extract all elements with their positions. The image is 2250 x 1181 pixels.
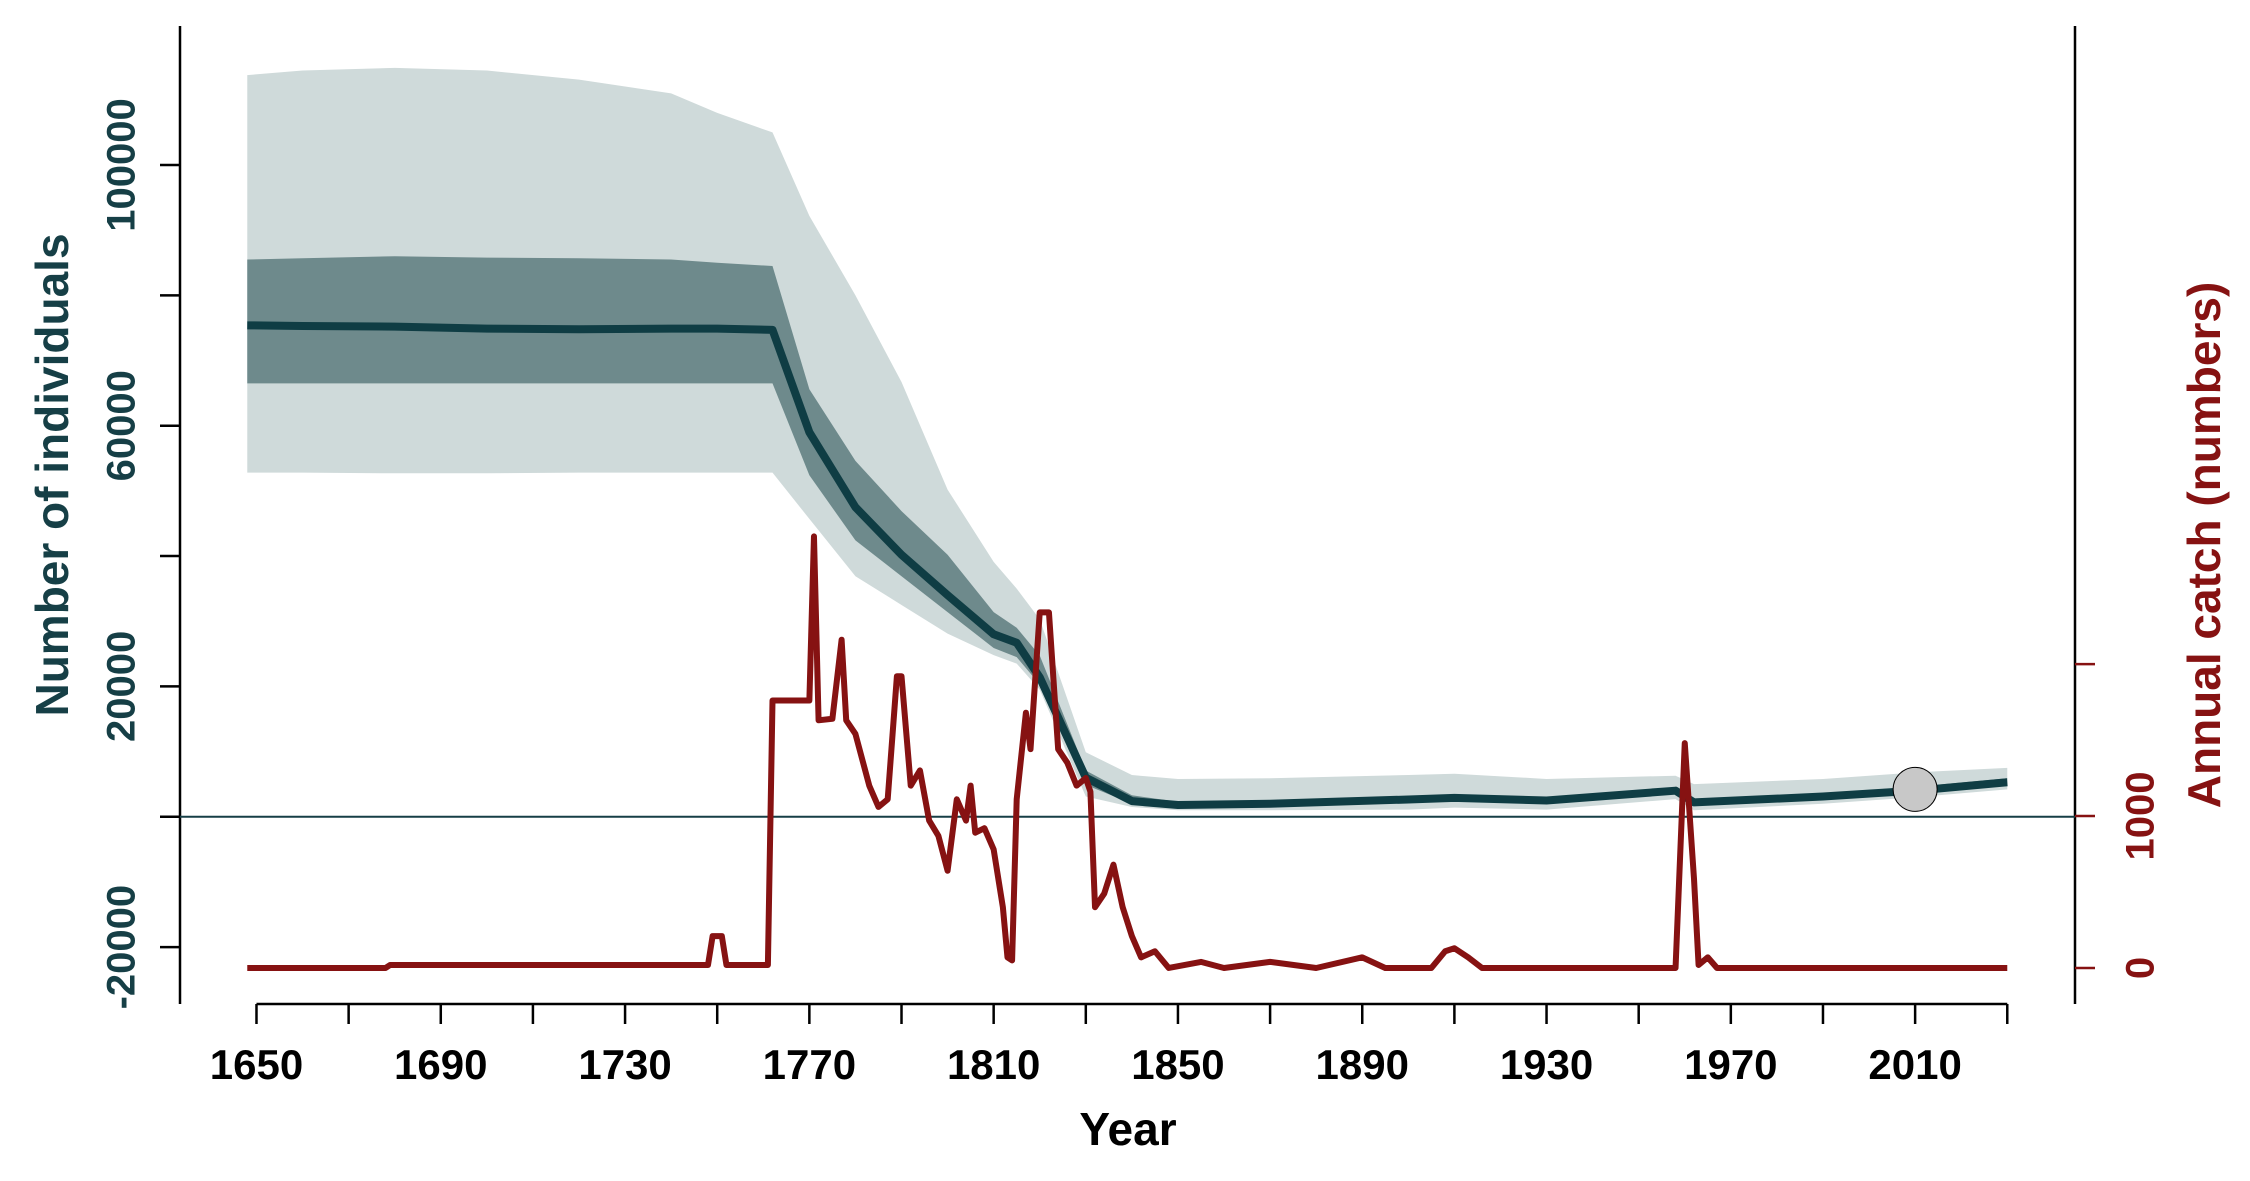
x-tick-label: 1890 xyxy=(1316,1041,1409,1088)
x-tick-label: 1970 xyxy=(1684,1041,1777,1088)
interval-band xyxy=(247,67,2008,811)
y2-tick-label: 0 xyxy=(2119,957,2163,979)
x-tick-label: 1930 xyxy=(1500,1041,1593,1088)
y-tick-label: 60000 xyxy=(100,370,144,481)
x-tick-label: 1850 xyxy=(1131,1041,1224,1088)
interval-band xyxy=(247,256,2008,808)
y-axis-title: Number of individuals xyxy=(26,233,78,716)
y2-tick-label: 1000 xyxy=(2119,772,2163,861)
y-tick-label: 100000 xyxy=(100,98,144,231)
marker xyxy=(1892,766,1938,812)
x-tick-label: 2010 xyxy=(1868,1041,1961,1088)
x-axis-title: Year xyxy=(1079,1103,1176,1155)
y2-axis-title: Annual catch (numbers) xyxy=(2178,282,2230,809)
x-tick-label: 1730 xyxy=(578,1041,671,1088)
x-tick-label: 1770 xyxy=(763,1041,856,1088)
median-line xyxy=(247,321,2008,810)
y-tick-label: -20000 xyxy=(100,885,144,1010)
catch-line xyxy=(247,533,2008,971)
x-tick-label: 1650 xyxy=(210,1041,303,1088)
x-tick-label: 1690 xyxy=(394,1041,487,1088)
y-tick-label: 20000 xyxy=(100,631,144,742)
x-tick-label: 1810 xyxy=(947,1041,1040,1088)
